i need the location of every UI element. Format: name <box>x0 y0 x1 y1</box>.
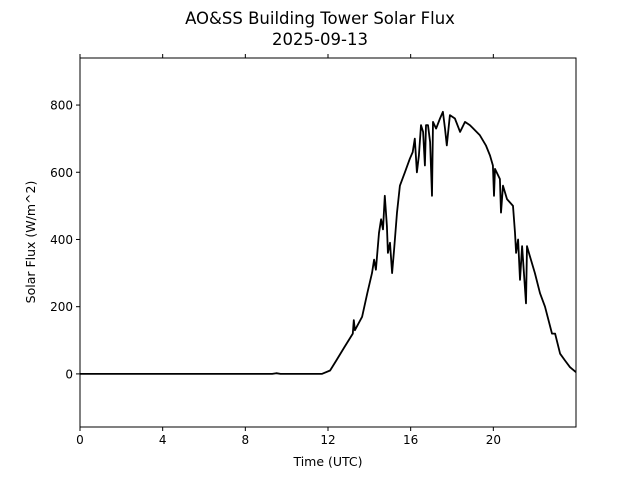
x-tick-label: 4 <box>159 433 167 447</box>
plot-frame <box>79 57 577 428</box>
y-tick-label: 400 <box>50 233 73 247</box>
x-tick-label: 20 <box>486 433 501 447</box>
y-tick-label: 0 <box>65 367 73 381</box>
chart-subtitle: 2025-09-13 <box>272 30 368 49</box>
x-axis-label: Time (UTC) <box>292 454 362 469</box>
x-tick-label: 0 <box>76 433 84 447</box>
chart-title: AO&SS Building Tower Solar Flux <box>185 9 455 28</box>
x-tick-label: 12 <box>320 433 335 447</box>
x-tick-label: 8 <box>242 433 250 447</box>
x-tick-label: 16 <box>403 433 418 447</box>
y-tick-label: 800 <box>50 99 73 113</box>
y-tick-label: 200 <box>50 300 73 314</box>
y-tick-label: 600 <box>50 166 73 180</box>
series-line-solar-flux <box>80 110 577 375</box>
y-axis-label: Solar Flux (W/m^2) <box>23 181 38 304</box>
